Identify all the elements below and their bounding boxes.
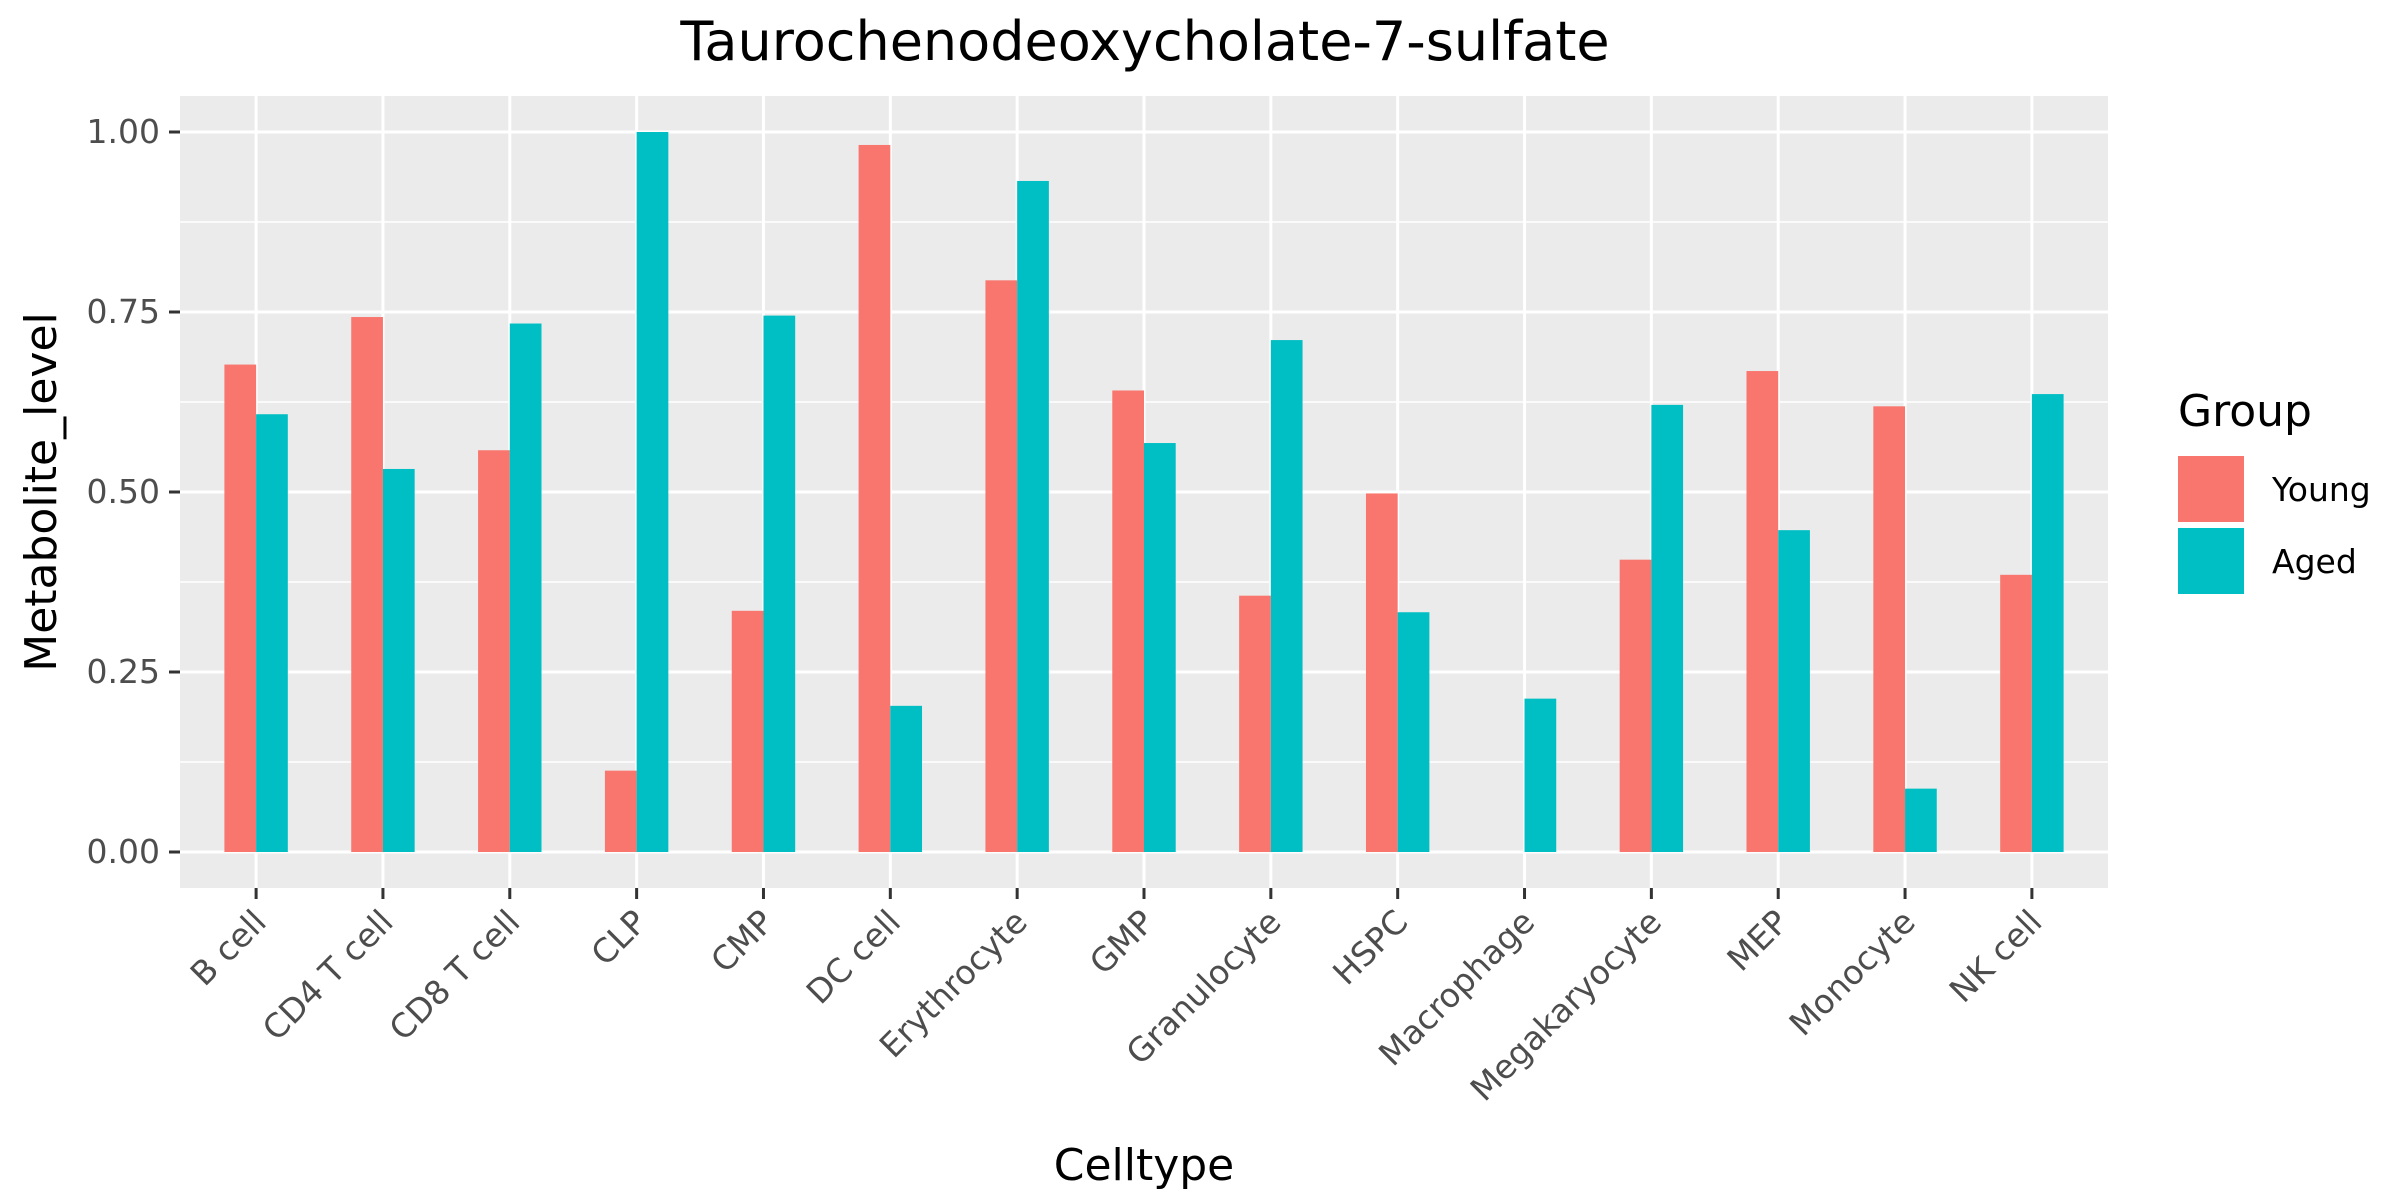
bar-aged-megakaryocyte xyxy=(1651,404,1684,852)
legend: Group Young Aged xyxy=(2178,386,2371,594)
bar-young-monocyte xyxy=(1873,406,1906,852)
bar-young-mep xyxy=(1746,371,1779,852)
x-tick-label: GMP xyxy=(1082,902,1162,982)
x-tick-label: DC cell xyxy=(799,902,908,1011)
x-tick-label: CD4 T cell xyxy=(255,902,401,1048)
y-axis: 0.00 0.25 0.50 0.75 1.00 xyxy=(87,112,180,871)
bar-young-clp xyxy=(604,770,637,852)
y-axis-title: Metabolite_level xyxy=(16,312,67,672)
bar-aged-hspc xyxy=(1397,612,1430,852)
bar-aged-cd8-t-cell xyxy=(509,323,542,852)
bar-aged-cmp xyxy=(763,315,796,853)
bar-young-nk-cell xyxy=(2000,574,2032,852)
x-tick-label: CLP xyxy=(583,902,654,973)
bar-young-cd4-t-cell xyxy=(351,317,383,852)
bar-aged-b-cell xyxy=(256,414,288,852)
bar-young-gmp xyxy=(1112,390,1144,852)
x-tick-label: Monocyte xyxy=(1782,902,1923,1043)
bar-aged-mep xyxy=(1778,530,1810,852)
bar-aged-clp xyxy=(636,132,669,852)
bar-young-megakaryocyte xyxy=(1619,559,1652,852)
bar-aged-nk-cell xyxy=(2031,394,2064,852)
bar-young-dc-cell xyxy=(858,144,891,852)
y-tick-label: 0.25 xyxy=(87,652,160,691)
bar-aged-erythrocyte xyxy=(1017,180,1049,852)
y-tick-label: 0.75 xyxy=(87,292,160,331)
y-tick-label: 0.00 xyxy=(87,832,160,871)
x-tick-label: CD8 T cell xyxy=(382,902,528,1048)
legend-label-aged: Aged xyxy=(2272,542,2357,581)
bar-young-b-cell xyxy=(224,364,257,852)
bar-aged-granulocyte xyxy=(1270,340,1303,852)
chart-title: Taurochenodeoxycholate-7-sulfate xyxy=(679,10,1609,73)
bar-aged-monocyte xyxy=(1905,788,1937,852)
bar-young-cd8-t-cell xyxy=(478,450,510,852)
x-tick-label: CMP xyxy=(703,902,781,980)
y-tick-label: 1.00 xyxy=(87,112,160,151)
bar-aged-cd4-t-cell xyxy=(382,468,415,852)
x-tick-label: MEP xyxy=(1719,902,1796,979)
bar-young-hspc xyxy=(1365,493,1398,852)
legend-title: Group xyxy=(2178,386,2312,437)
x-tick-label: NK cell xyxy=(1942,902,2050,1010)
x-tick-label: B cell xyxy=(183,902,274,993)
bars xyxy=(224,132,2064,853)
legend-key-aged xyxy=(2178,528,2244,594)
bar-young-erythrocyte xyxy=(985,280,1018,852)
legend-label-young: Young xyxy=(2271,470,2371,509)
y-tick-label: 0.50 xyxy=(87,472,160,511)
x-axis-title: Celltype xyxy=(1054,1140,1235,1191)
bar-young-granulocyte xyxy=(1239,595,1271,852)
bar-aged-macrophage xyxy=(1524,698,1557,852)
x-tick-label: HSPC xyxy=(1325,902,1415,992)
legend-key-young xyxy=(2178,456,2244,522)
bar-aged-gmp xyxy=(1144,443,1176,852)
bar-young-cmp xyxy=(731,610,764,852)
bar-aged-dc-cell xyxy=(890,705,923,852)
